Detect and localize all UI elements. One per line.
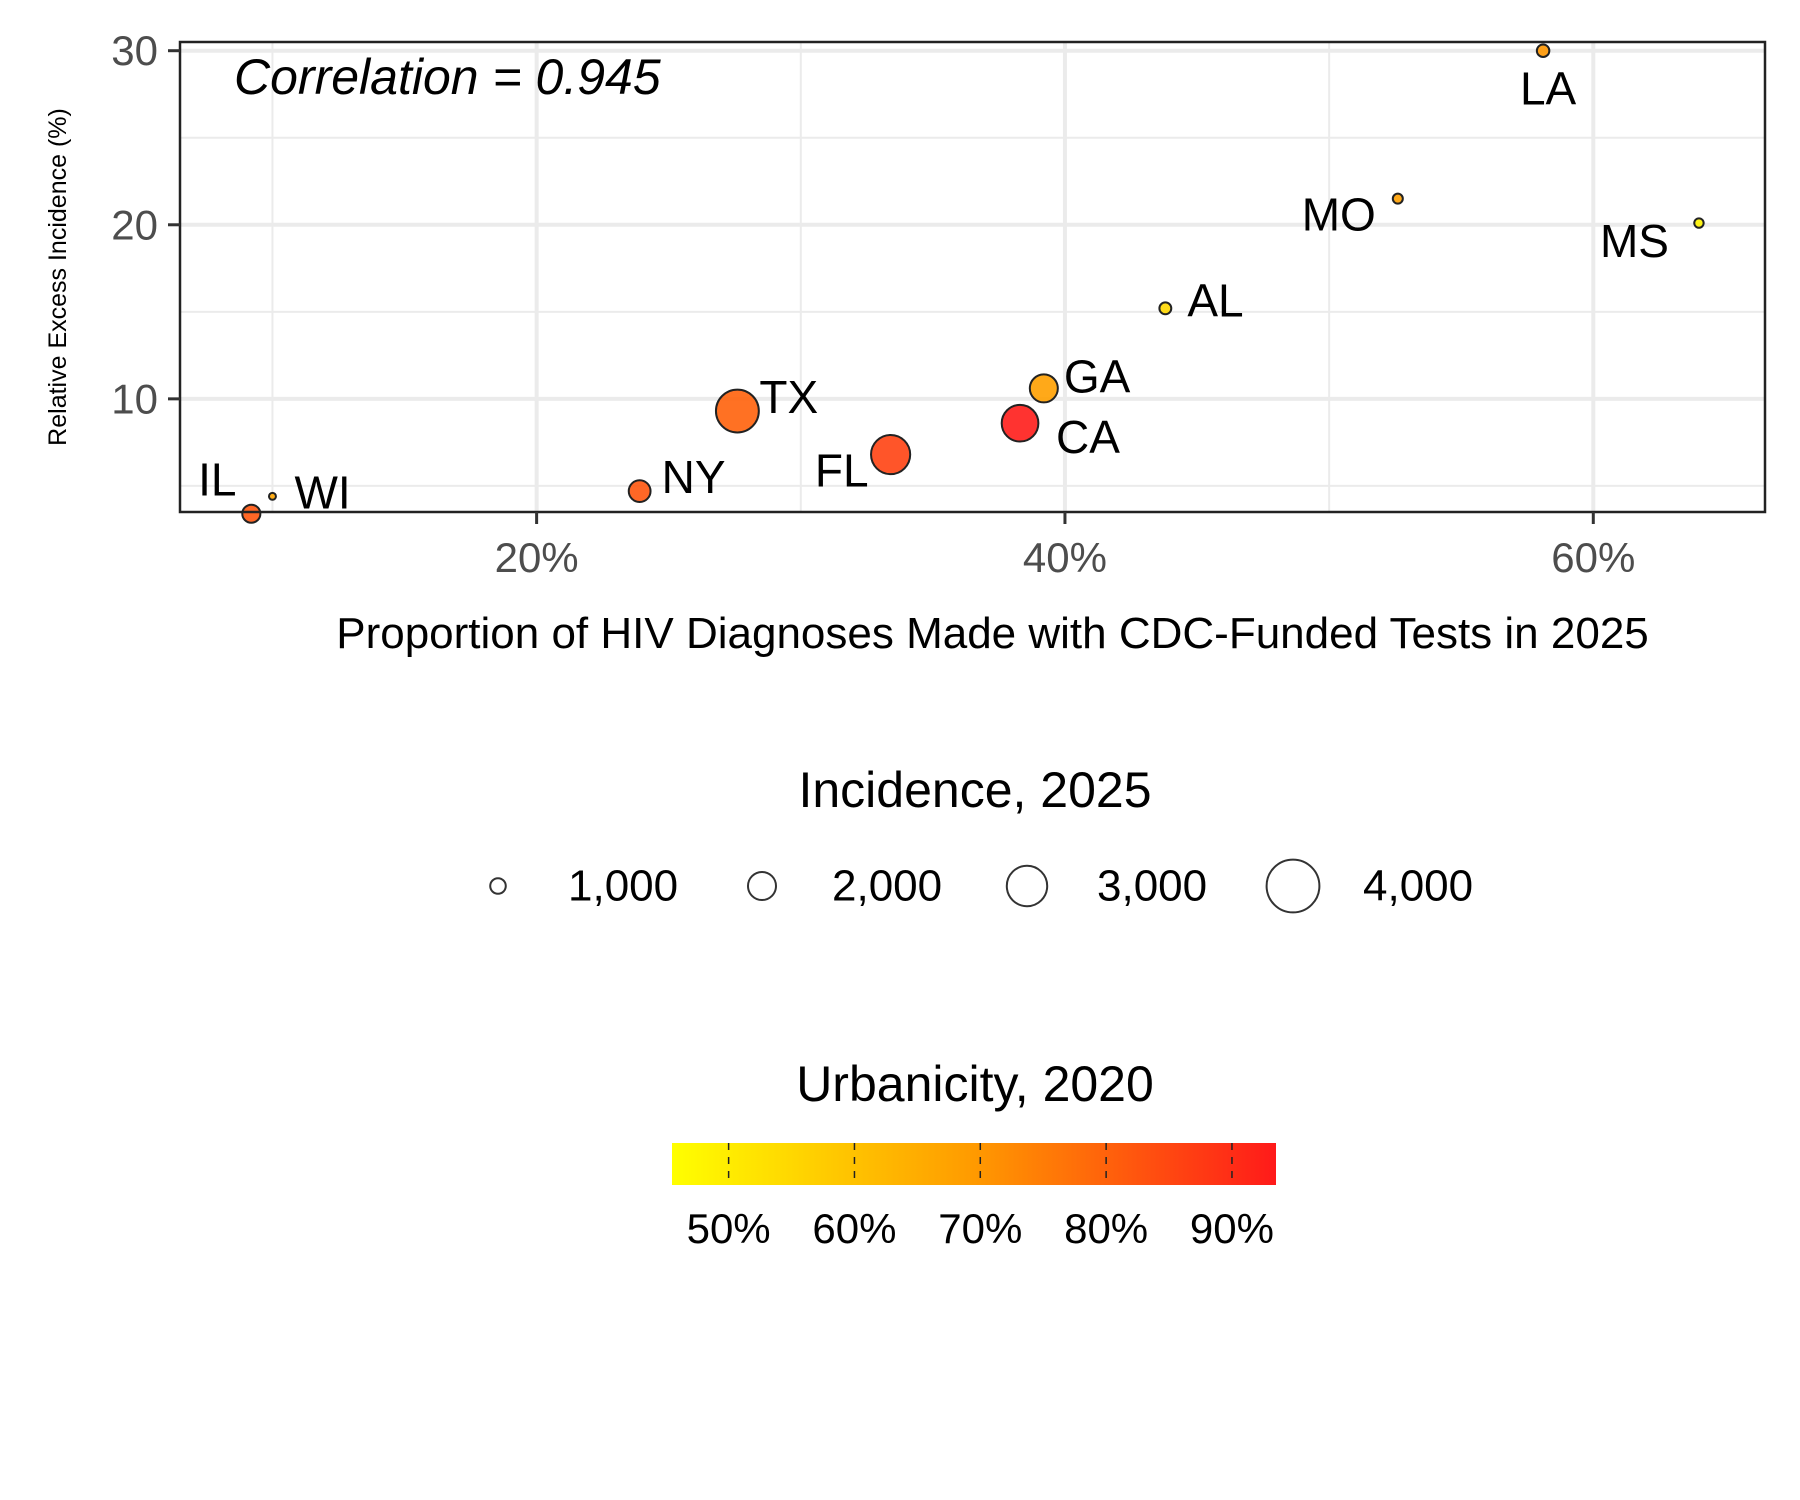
point-label-il: IL xyxy=(198,454,236,506)
point-label-ny: NY xyxy=(662,451,726,503)
data-points xyxy=(241,43,1705,524)
y-axis-label: Relative Excess Incidence (%) xyxy=(44,108,72,446)
size-legend-label: 1,000 xyxy=(568,862,678,911)
point-fl xyxy=(870,433,912,476)
x-axis: 20% 40% 60% xyxy=(495,512,1635,581)
size-legend-key xyxy=(1005,864,1049,908)
point-label-tx: TX xyxy=(759,371,818,423)
plot-background xyxy=(180,42,1765,512)
point-ms xyxy=(1693,217,1705,229)
x-tick-label: 20% xyxy=(495,534,579,581)
x-tick-label: 40% xyxy=(1023,534,1107,581)
plot-border xyxy=(178,40,1767,514)
size-legend: Incidence, 2025 1,000 2,000 3,000 4,000 xyxy=(489,762,1473,914)
y-tick-label: 30 xyxy=(111,27,158,74)
size-legend-title: Incidence, 2025 xyxy=(798,762,1151,818)
y-tick-label: 20 xyxy=(111,201,158,248)
point-label-fl: FL xyxy=(815,445,869,497)
size-legend-key xyxy=(1265,858,1321,914)
colorbar xyxy=(672,1143,1276,1185)
y-axis: 10 20 30 xyxy=(111,27,180,422)
point-ga xyxy=(1028,373,1059,404)
point-ca xyxy=(1000,403,1040,443)
colorbar-tick-label: 80% xyxy=(1064,1205,1148,1252)
point-label-la: LA xyxy=(1520,63,1577,115)
point-label-ca: CA xyxy=(1056,411,1120,463)
gridlines xyxy=(180,42,1765,512)
size-legend-label: 4,000 xyxy=(1363,862,1473,911)
point-label-ga: GA xyxy=(1064,350,1131,402)
point-ny xyxy=(627,479,652,504)
point-la xyxy=(1535,43,1551,58)
point-label-al: AL xyxy=(1187,274,1243,326)
point-mo xyxy=(1391,192,1404,205)
point-labels: IL WI NY TX FL CA GA AL MO LA MS xyxy=(198,63,1669,519)
size-legend-key xyxy=(747,871,777,901)
x-axis-label: Proportion of HIV Diagnoses Made with CD… xyxy=(336,609,1649,658)
color-legend-title: Urbanicity, 2020 xyxy=(796,1056,1154,1112)
size-legend-label: 3,000 xyxy=(1097,862,1207,911)
correlation-annotation: Correlation = 0.945 xyxy=(234,49,661,105)
point-label-wi: WI xyxy=(294,466,350,518)
y-tick-label: 10 xyxy=(111,375,158,422)
colorbar-tick-label: 50% xyxy=(687,1205,771,1252)
point-label-ms: MS xyxy=(1600,215,1669,267)
size-legend-key xyxy=(489,877,507,895)
point-il xyxy=(241,503,262,524)
point-tx xyxy=(714,388,760,434)
size-legend-label: 2,000 xyxy=(832,862,942,911)
colorbar-tick-label: 60% xyxy=(812,1205,896,1252)
point-wi xyxy=(267,491,277,501)
colorbar-tick-label: 90% xyxy=(1190,1205,1274,1252)
point-al xyxy=(1158,301,1173,316)
colorbar-tick-label: 70% xyxy=(938,1205,1022,1252)
x-tick-label: 60% xyxy=(1551,534,1635,581)
plot-panel: IL WI NY TX FL CA GA AL MO LA MS xyxy=(178,40,1767,524)
color-legend: Urbanicity, 2020 50% 60% 70% 80% 90% xyxy=(672,1056,1276,1252)
point-label-mo: MO xyxy=(1302,189,1376,241)
